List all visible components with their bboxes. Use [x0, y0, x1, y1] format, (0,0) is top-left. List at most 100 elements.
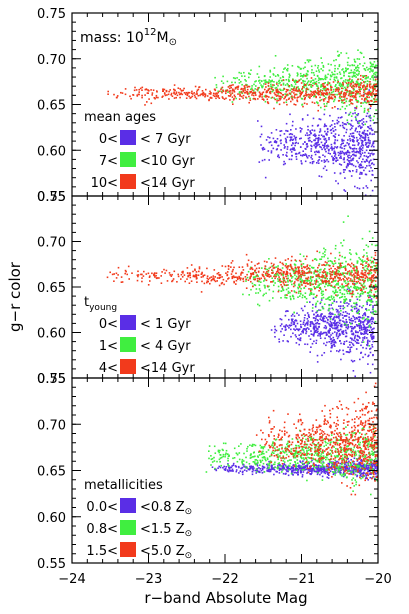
data-point-bottom-0 — [348, 467, 350, 469]
data-point-top-1 — [263, 95, 266, 98]
data-point-top-0 — [311, 129, 313, 131]
data-point-top-1 — [325, 87, 327, 89]
data-point-top-0 — [330, 124, 333, 126]
data-point-middle-0 — [371, 344, 373, 346]
data-point-top-2 — [311, 101, 314, 104]
data-point-top-1 — [350, 115, 353, 117]
data-point-top-2 — [266, 98, 269, 101]
data-point-middle-0 — [372, 306, 374, 309]
data-point-top-2 — [133, 89, 136, 92]
data-point-top-0 — [343, 127, 346, 130]
data-point-middle-0 — [348, 313, 350, 315]
data-point-middle-0 — [329, 311, 331, 314]
data-point-middle-2 — [274, 257, 277, 259]
data-point-middle-2 — [337, 280, 339, 282]
data-point-top-1 — [372, 70, 374, 73]
data-point-top-0 — [293, 149, 295, 151]
data-point-bottom-0 — [240, 467, 243, 470]
data-point-top-2 — [244, 89, 246, 91]
data-point-middle-2 — [366, 258, 368, 260]
data-point-middle-0 — [339, 312, 342, 315]
legend-title-text: mean ages — [84, 110, 156, 125]
data-point-top-0 — [344, 190, 347, 192]
y-tick-label-top: 0.55 — [37, 190, 66, 205]
data-point-top-0 — [286, 146, 289, 148]
data-point-bottom-0 — [261, 465, 264, 468]
data-point-top-1 — [333, 78, 336, 81]
data-point-top-2 — [197, 94, 200, 97]
data-point-middle-2 — [115, 277, 118, 279]
data-point-bottom-0 — [340, 471, 342, 474]
data-point-top-2 — [276, 94, 279, 97]
data-point-top-0 — [372, 142, 375, 145]
data-point-top-2 — [197, 88, 200, 91]
data-point-middle-0 — [287, 340, 289, 343]
data-point-middle-1 — [375, 266, 378, 269]
data-point-top-1 — [345, 91, 348, 94]
data-point-middle-2 — [366, 276, 369, 279]
data-point-middle-1 — [242, 293, 244, 296]
data-point-middle-1 — [289, 291, 291, 294]
data-point-middle-1 — [317, 286, 319, 288]
data-point-middle-2 — [352, 267, 354, 270]
data-point-top-0 — [264, 176, 267, 179]
data-point-top-0 — [285, 129, 287, 132]
data-point-top-2 — [164, 94, 167, 97]
data-point-top-1 — [241, 92, 244, 95]
data-point-top-1 — [344, 98, 346, 100]
data-point-middle-2 — [136, 274, 139, 276]
data-point-middle-2 — [307, 283, 310, 285]
data-point-top-1 — [366, 83, 369, 85]
data-point-top-1 — [251, 87, 253, 89]
data-point-bottom-0 — [294, 471, 297, 474]
data-point-middle-1 — [292, 270, 295, 273]
data-point-bottom-0 — [217, 467, 219, 469]
data-point-top-1 — [317, 67, 319, 69]
data-point-middle-1 — [370, 256, 373, 259]
data-point-top-2 — [157, 96, 159, 99]
data-point-top-2 — [230, 84, 233, 87]
data-point-middle-1 — [369, 259, 372, 262]
data-point-middle-0 — [315, 322, 317, 325]
data-point-middle-1 — [298, 283, 300, 285]
data-point-top-0 — [299, 130, 302, 132]
data-point-middle-1 — [343, 322, 346, 325]
data-point-top-0 — [285, 139, 287, 141]
data-point-top-2 — [338, 99, 341, 102]
data-point-top-0 — [333, 152, 335, 154]
data-point-top-1 — [304, 62, 307, 64]
data-point-top-0 — [308, 155, 310, 157]
data-point-top-0 — [358, 133, 360, 135]
data-point-top-2 — [368, 96, 370, 99]
data-point-middle-1 — [299, 292, 302, 295]
data-point-bottom-0 — [368, 470, 370, 472]
data-point-top-1 — [351, 79, 353, 81]
data-point-top-0 — [294, 144, 296, 147]
data-point-top-0 — [364, 144, 367, 146]
data-point-middle-2 — [297, 267, 300, 270]
data-point-top-2 — [353, 85, 355, 88]
data-point-middle-2 — [311, 276, 314, 279]
data-point-middle-1 — [263, 280, 265, 282]
data-point-middle-1 — [289, 295, 291, 298]
data-point-top-0 — [365, 185, 368, 187]
data-point-top-0 — [355, 119, 358, 121]
data-point-bottom-0 — [296, 472, 298, 474]
data-point-middle-2 — [258, 278, 261, 281]
data-point-middle-0 — [285, 310, 287, 313]
data-point-top-2 — [296, 81, 298, 83]
data-point-middle-1 — [320, 279, 322, 281]
data-point-top-1 — [334, 73, 336, 76]
data-point-top-0 — [341, 147, 343, 149]
data-point-middle-2 — [304, 258, 307, 260]
data-point-top-0 — [361, 119, 363, 121]
data-point-top-2 — [195, 93, 198, 95]
data-point-middle-1 — [349, 291, 351, 293]
data-point-top-0 — [368, 142, 371, 145]
data-point-middle-2 — [117, 274, 119, 276]
data-point-top-1 — [342, 68, 344, 70]
data-point-top-2 — [288, 85, 291, 87]
legend-hi-text: < 1 Gyr — [140, 317, 191, 332]
data-point-middle-2 — [258, 262, 260, 265]
data-point-top-0 — [324, 148, 326, 151]
